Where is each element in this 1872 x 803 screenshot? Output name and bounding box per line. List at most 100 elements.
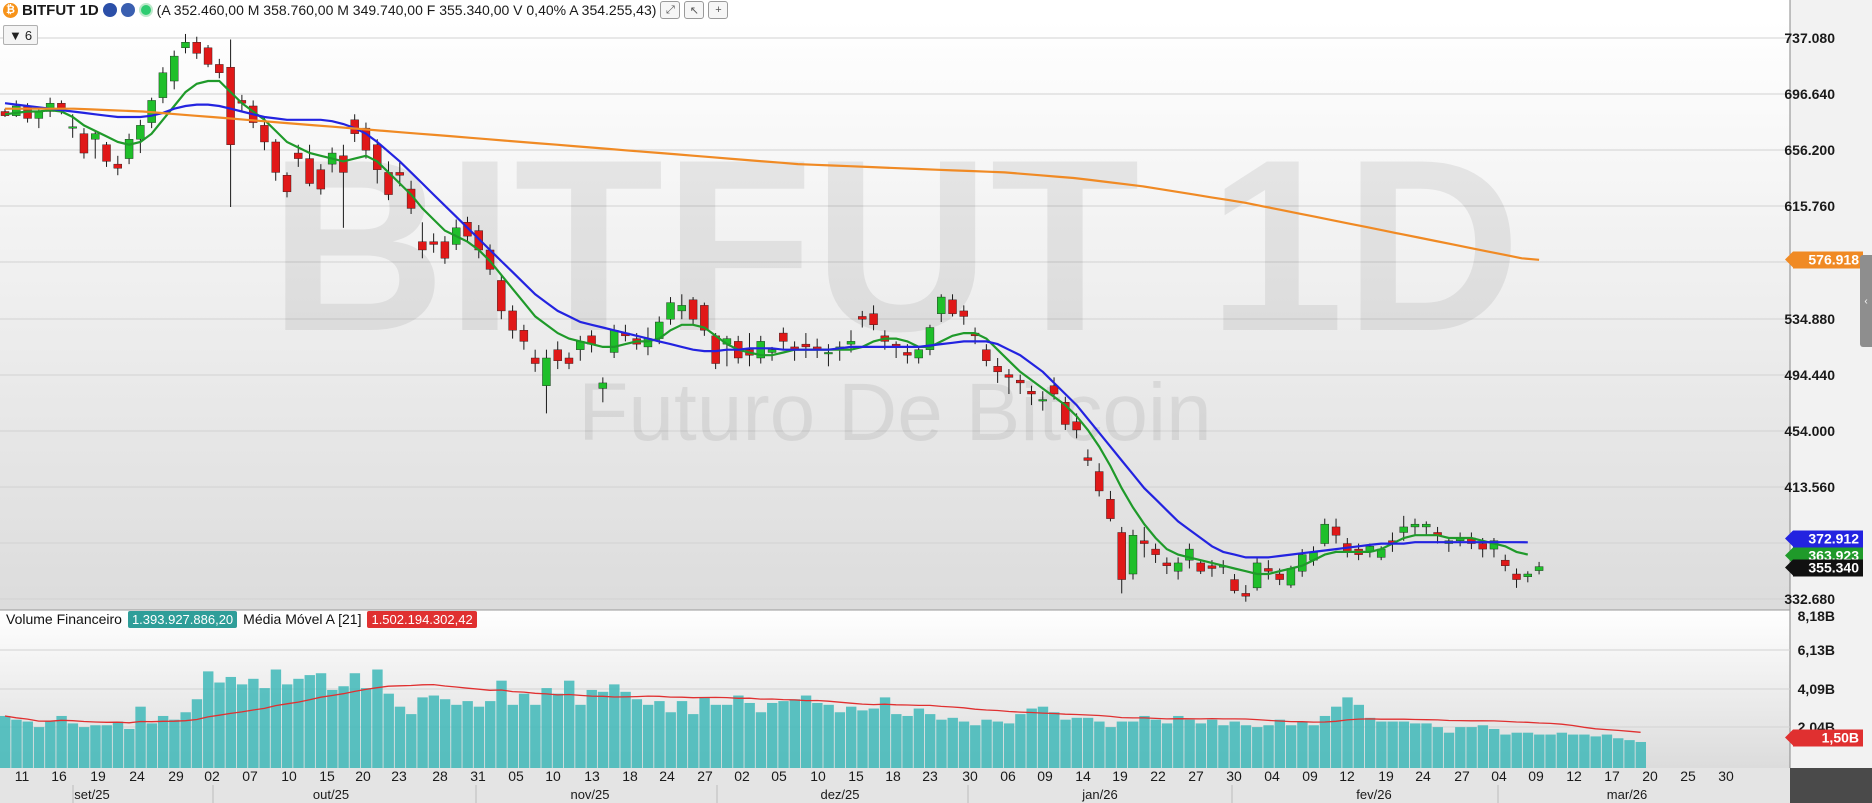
time-tick-label: 28 bbox=[432, 768, 448, 784]
time-tick-label: 04 bbox=[1264, 768, 1280, 784]
volume-bar bbox=[451, 704, 462, 768]
volume-bar bbox=[248, 678, 259, 768]
axis-corner bbox=[1790, 768, 1872, 803]
volume-bar bbox=[1477, 725, 1489, 768]
volume-bar bbox=[1455, 727, 1466, 768]
time-tick-label: 09 bbox=[1528, 768, 1544, 784]
candle-down bbox=[1083, 457, 1093, 461]
candle-down bbox=[339, 155, 348, 173]
volume-bar bbox=[1511, 732, 1522, 768]
ma-slow-line bbox=[5, 107, 1540, 261]
volume-bar bbox=[1443, 732, 1455, 768]
candle-down bbox=[429, 241, 438, 245]
candle-down bbox=[564, 357, 574, 364]
volume-bar bbox=[1049, 712, 1060, 768]
volume-header: Volume Financeiro 1.393.927.886,20 Média… bbox=[6, 610, 477, 628]
time-tick-label: 22 bbox=[1150, 768, 1166, 784]
cursor-icon[interactable]: ↖ bbox=[684, 1, 705, 19]
time-tick-label: 12 bbox=[1339, 768, 1355, 784]
candle-up bbox=[158, 72, 168, 98]
volume-bar bbox=[315, 673, 327, 768]
volume-bar bbox=[1410, 723, 1421, 768]
indicator-toggle[interactable]: ▼ 6 bbox=[3, 25, 39, 45]
panel-collapse-handle[interactable]: ‹ bbox=[1860, 255, 1872, 347]
volume-bar bbox=[1082, 717, 1094, 768]
candle-down bbox=[215, 64, 224, 73]
candle-down bbox=[282, 175, 292, 193]
volume-bar bbox=[507, 704, 518, 768]
volume-bar bbox=[1003, 723, 1015, 768]
time-tick-label: 11 bbox=[14, 768, 30, 784]
candle-down bbox=[858, 316, 867, 320]
time-tick-label: 16 bbox=[51, 768, 67, 784]
candle-up bbox=[846, 341, 856, 345]
add-icon[interactable]: + bbox=[708, 1, 729, 19]
volume-bar bbox=[992, 721, 1004, 768]
volume-bar bbox=[1421, 723, 1432, 768]
candle-down bbox=[508, 310, 517, 331]
expand-icon[interactable]: ⤢ bbox=[660, 1, 681, 19]
volume-bar bbox=[360, 688, 372, 768]
triangle-down-icon: ▼ bbox=[9, 27, 22, 43]
time-tick-label: 02 bbox=[734, 768, 750, 784]
study-icon[interactable] bbox=[102, 3, 117, 17]
volume-bar bbox=[56, 715, 67, 768]
candle-down bbox=[361, 127, 371, 151]
candle-down bbox=[1094, 471, 1104, 492]
volume-tick-label: 4,09B bbox=[1797, 681, 1835, 697]
time-tick-label: 07 bbox=[242, 768, 258, 784]
price-tick-label: 413.560 bbox=[1784, 479, 1835, 495]
candle-down bbox=[779, 332, 788, 342]
volume-bar bbox=[518, 693, 530, 768]
symbol-title[interactable]: BITFUT 1D bbox=[22, 1, 99, 19]
time-tick-label: 27 bbox=[1454, 768, 1470, 784]
time-tick-label: 24 bbox=[659, 768, 675, 784]
volume-bar bbox=[259, 688, 270, 768]
candle-down bbox=[79, 133, 89, 154]
candle-down bbox=[226, 66, 235, 145]
time-tick-label: 20 bbox=[1642, 768, 1658, 784]
volume-bar bbox=[970, 725, 981, 768]
volume-bar bbox=[293, 678, 304, 768]
time-tick-label: 06 bbox=[1000, 768, 1016, 784]
price-axis-background bbox=[1790, 0, 1872, 768]
volume-value: 1.393.927.886,20 bbox=[127, 610, 238, 628]
time-tick-label: 27 bbox=[1188, 768, 1204, 784]
time-tick-label: 10 bbox=[810, 768, 826, 784]
volume-bar bbox=[191, 699, 203, 768]
candle-up bbox=[677, 305, 686, 312]
time-tick-label: 04 bbox=[1491, 768, 1507, 784]
volume-bar bbox=[778, 701, 789, 768]
candle-up bbox=[542, 357, 551, 386]
last-price-tag: 355.340 bbox=[1785, 559, 1863, 577]
volume-bar bbox=[383, 693, 394, 768]
time-tick-label: 30 bbox=[1226, 768, 1242, 784]
volume-bar bbox=[1252, 727, 1263, 768]
candle-down bbox=[993, 366, 1002, 373]
volume-bar bbox=[767, 702, 778, 768]
candle-down bbox=[982, 349, 991, 361]
volume-bar bbox=[1128, 721, 1139, 768]
candle-up bbox=[598, 382, 608, 389]
volume-bar bbox=[1488, 728, 1500, 768]
time-tick-label: 10 bbox=[281, 768, 297, 784]
volume-bar bbox=[124, 728, 135, 768]
volume-bar bbox=[1218, 725, 1229, 768]
candle-down bbox=[959, 310, 968, 317]
volume-bar bbox=[22, 721, 33, 768]
price-tick-label: 615.760 bbox=[1784, 198, 1835, 214]
settings-dot-icon[interactable] bbox=[120, 3, 135, 17]
volume-bar bbox=[755, 712, 767, 768]
volume-bar bbox=[282, 684, 293, 768]
volume-bar bbox=[1567, 734, 1579, 768]
volume-bar bbox=[789, 699, 800, 768]
candle-up bbox=[1038, 399, 1047, 402]
candle-down bbox=[373, 144, 382, 170]
candle-up bbox=[12, 105, 21, 116]
price-tick-label: 534.880 bbox=[1784, 311, 1835, 327]
volume-bar bbox=[530, 704, 541, 768]
volume-bar bbox=[33, 727, 45, 768]
candle-down bbox=[260, 125, 269, 143]
